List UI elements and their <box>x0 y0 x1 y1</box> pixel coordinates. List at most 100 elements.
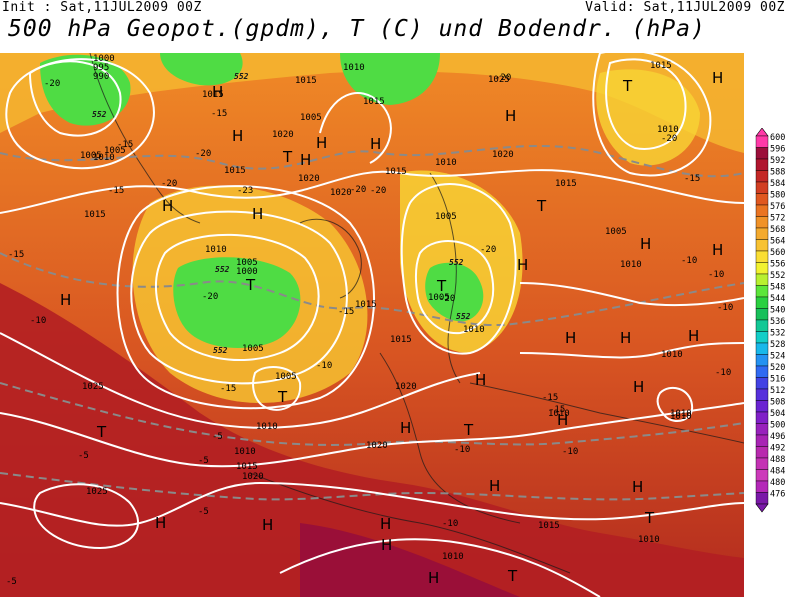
geopotential-label: 552 <box>449 258 464 267</box>
warm-band <box>0 283 744 597</box>
pressure-label: 1025 <box>488 75 510 85</box>
temp-label: -10 <box>562 447 578 457</box>
high-symbol: H <box>155 514 166 532</box>
legend-swatch <box>755 227 769 240</box>
pressure-centers: H H H H H H H H H H H H H H H H H H H H … <box>60 69 723 587</box>
pressure-label: 1010 <box>620 260 642 270</box>
geopotential-label: 552 <box>92 110 107 119</box>
low-fill-nw <box>40 54 131 126</box>
legend-label: 492 <box>770 444 785 454</box>
legend-label: 568 <box>770 225 785 235</box>
pressure-label: 1010 <box>657 125 679 135</box>
temp-label: -20 <box>370 186 386 196</box>
temp-label: -15 <box>211 109 227 119</box>
legend-label: 576 <box>770 202 785 212</box>
temp-label: -10 <box>708 270 724 280</box>
pressure-label: 1010 <box>343 63 365 73</box>
pressure-label: 995 <box>93 63 109 73</box>
pressure-label: 1010 <box>670 412 692 422</box>
high-symbol: H <box>232 127 243 145</box>
temp-label: -10 <box>316 361 332 371</box>
geopotential-label: 552 <box>456 312 471 321</box>
pressure-label: 1010 <box>442 552 464 562</box>
legend-swatch <box>755 296 769 309</box>
yellow-trough-east <box>400 170 523 353</box>
pressure-label: 1025 <box>86 487 108 497</box>
pressure-label: 1015 <box>650 61 672 71</box>
temp-label: -10 <box>454 445 470 455</box>
legend-swatch <box>755 308 769 321</box>
legend-swatch <box>755 423 769 436</box>
pressure-label: 1010 <box>93 153 115 163</box>
legend-swatch <box>755 147 769 160</box>
temp-label: -5 <box>198 456 209 466</box>
pressure-label: 1005 <box>605 227 627 237</box>
pressure-label: 990 <box>93 72 109 82</box>
geopotential-label: 552 <box>215 265 230 274</box>
high-symbol: H <box>565 329 576 347</box>
pressure-label: 1010 <box>435 158 457 168</box>
hot-core <box>300 523 520 597</box>
pressure-label: 1015 <box>202 90 224 100</box>
legend-label: 504 <box>770 409 785 419</box>
legend-swatch <box>755 377 769 390</box>
map-svg: 1000 995 990 1015 1010 1005 1015 1015 10… <box>0 53 744 597</box>
temp-label: -15 <box>338 307 354 317</box>
high-symbol: H <box>262 516 273 534</box>
legend-label: 596 <box>770 145 785 155</box>
legend-label: 532 <box>770 329 785 339</box>
legend-label: 552 <box>770 271 785 281</box>
legend-swatch <box>755 204 769 217</box>
weather-map: 1000 995 990 1015 1010 1005 1015 1015 10… <box>0 53 744 597</box>
legend-swatch <box>755 250 769 263</box>
legend-label: 500 <box>770 421 785 431</box>
isotherms <box>0 144 744 501</box>
pressure-label: 1020 <box>272 130 294 140</box>
pressure-label: 1020 <box>492 150 514 160</box>
high-symbol: H <box>489 477 500 495</box>
legend-swatch <box>755 239 769 252</box>
legend-swatch <box>755 480 769 493</box>
low-symbol: T <box>507 567 518 585</box>
legend-swatch <box>755 411 769 424</box>
legend-label: 536 <box>770 317 785 327</box>
temp-label: -15 <box>549 405 565 415</box>
temp-label: -20 <box>202 292 218 302</box>
legend-label: 484 <box>770 467 785 477</box>
high-symbol: H <box>557 411 568 429</box>
pressure-label: 1005 <box>80 151 102 161</box>
temp-label: -20 <box>44 79 60 89</box>
high-symbol: H <box>162 197 173 215</box>
legend-label: 588 <box>770 168 785 178</box>
pressure-label: 1005 <box>428 293 450 303</box>
temp-label: -15 <box>8 250 24 260</box>
init-time: Init : Sat,11JUL2009 00Z <box>2 0 202 15</box>
pressure-label: 1020 <box>395 382 417 392</box>
temp-label: -5 <box>6 577 17 587</box>
color-legend: 600 596 592 588 584 580 576 572 568 564 560 556 552 5… <box>752 127 789 520</box>
legend-label: 572 <box>770 214 785 224</box>
temp-label: -5 <box>78 451 89 461</box>
pressure-label: 1020 <box>330 188 352 198</box>
low-fill-atlantic <box>173 257 301 348</box>
yellow-ne <box>596 69 700 166</box>
legend-arrow-down <box>755 503 769 513</box>
pressure-label: 1010 <box>256 422 278 432</box>
pressure-label: 1015 <box>355 300 377 310</box>
pressure-label: 1015 <box>236 462 258 472</box>
legend-label: 556 <box>770 260 785 270</box>
legend-label: 508 <box>770 398 785 408</box>
legend-label: 520 <box>770 363 785 373</box>
pressure-label: 1020 <box>366 441 388 451</box>
legend-swatch <box>755 319 769 332</box>
high-symbol: H <box>517 256 528 274</box>
legend-label: 560 <box>770 248 785 258</box>
high-symbol: H <box>712 69 723 87</box>
legend-swatch <box>755 331 769 344</box>
legend-label: 584 <box>770 179 785 189</box>
legend-swatch <box>755 457 769 470</box>
pressure-label: 1015 <box>224 166 246 176</box>
pressure-label: 1015 <box>390 335 412 345</box>
pressure-label: 1000 <box>93 54 115 64</box>
